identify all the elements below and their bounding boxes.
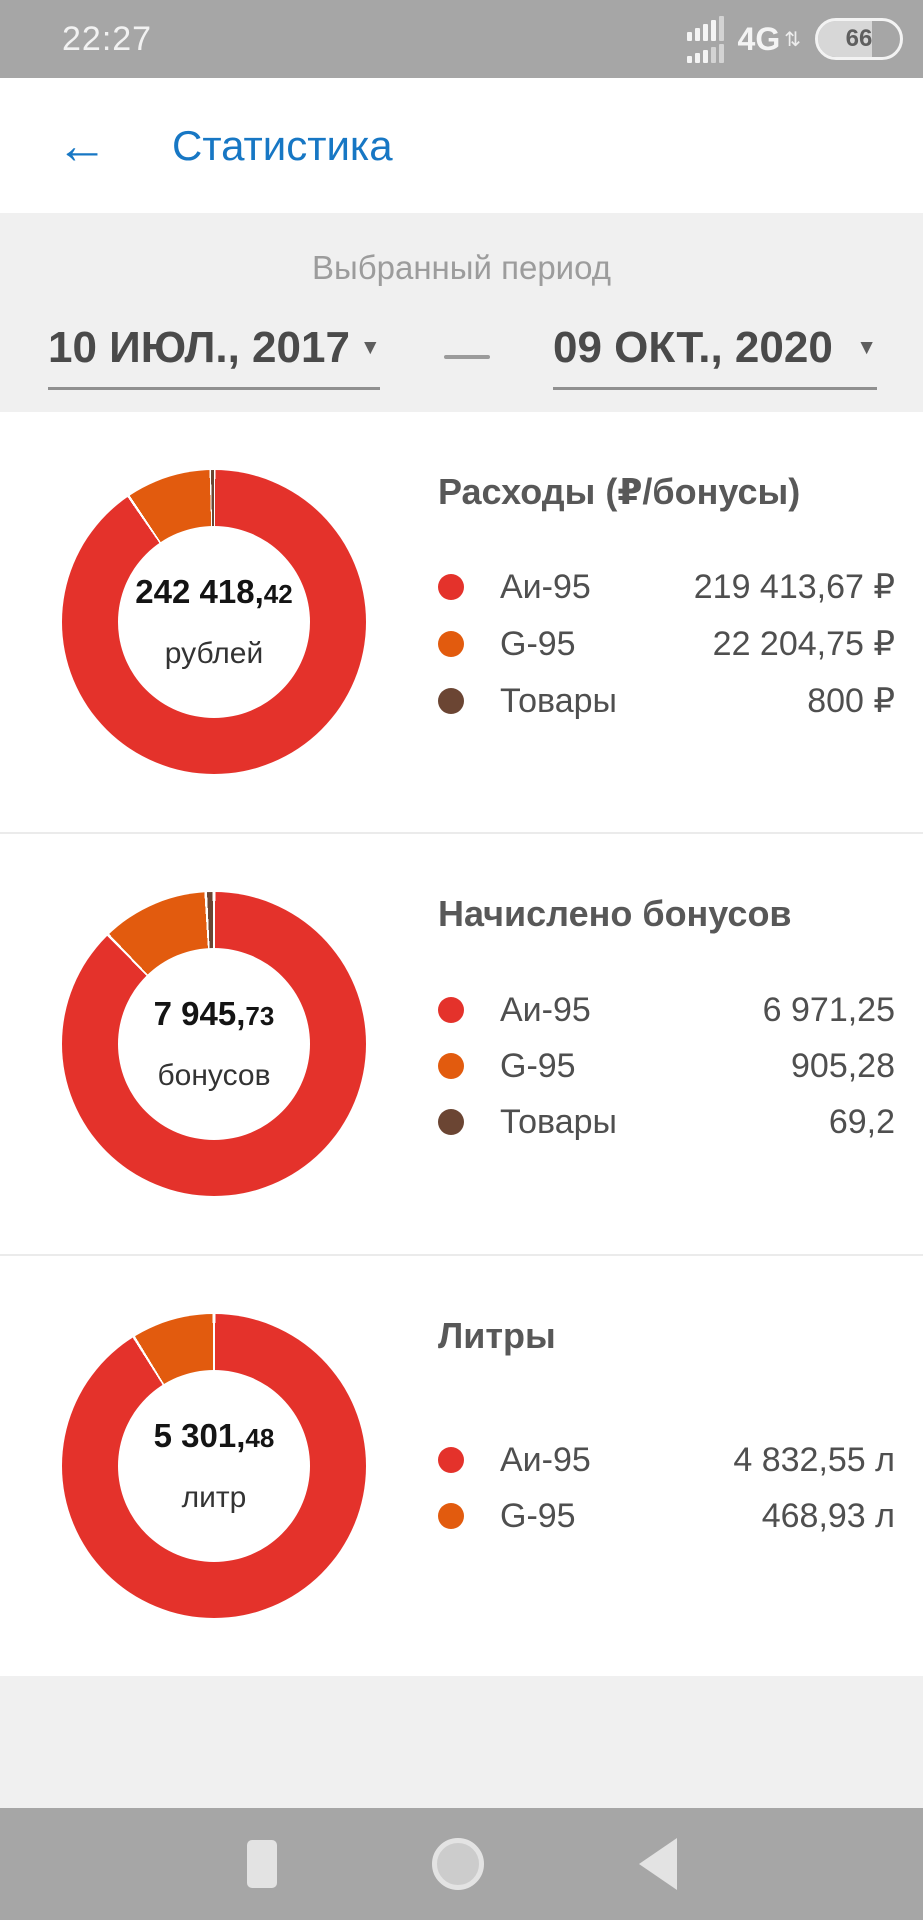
stats-card: 7 945,73 бонусов Начислено бонусов Аи-95… bbox=[0, 832, 923, 1254]
date-from-field[interactable]: 10 ИЮЛ., 2017 ▼ bbox=[48, 323, 381, 390]
donut-center-value: 5 301,48 bbox=[154, 1417, 275, 1455]
legend-item-name: G-95 bbox=[500, 1046, 576, 1085]
legend-rows: Аи-95 4 832,55 л G-95 468,93 л bbox=[438, 1358, 895, 1618]
network-type-badge: 4G bbox=[737, 20, 781, 57]
legend-title: Литры bbox=[438, 1315, 556, 1356]
legend-item: G-95 22 204,75 ₽ bbox=[438, 624, 895, 664]
period-panel: Выбранный период 10 ИЮЛ., 2017 ▼ 09 ОКТ.… bbox=[0, 213, 923, 412]
stats-card: 242 418,42 рублей Расходы (₽/бонусы) Аи-… bbox=[0, 412, 923, 832]
legend-dot-icon bbox=[438, 1109, 464, 1135]
battery-icon: 66 bbox=[815, 18, 903, 60]
legend-item: Аи-95 6 971,25 bbox=[438, 991, 895, 1030]
legend-item: G-95 468,93 л bbox=[438, 1497, 895, 1536]
donut-center-main: 5 301, bbox=[153, 1417, 246, 1454]
chevron-down-icon: ▼ bbox=[359, 336, 381, 359]
legend-item-name: G-95 bbox=[500, 624, 576, 663]
clock: 22:27 bbox=[62, 19, 153, 58]
donut-center-unit: бонусов bbox=[157, 1059, 271, 1092]
donut-center: 7 945,73 бонусов bbox=[118, 948, 310, 1140]
donut-center-main: 7 945, bbox=[153, 995, 246, 1032]
period-label: Выбранный период bbox=[312, 249, 611, 286]
date-to-value: 09 ОКТ., 2020 bbox=[553, 323, 833, 372]
donut-center-unit: литр bbox=[181, 1481, 247, 1514]
status-bar: 22:27 4G ⇅ 66 bbox=[0, 0, 923, 78]
donut-center-decimals: 73 bbox=[245, 1001, 275, 1031]
footer-spacer bbox=[0, 1676, 923, 1808]
android-nav-bar bbox=[0, 1808, 923, 1920]
chevron-down-icon: ▼ bbox=[856, 336, 877, 359]
back-triangle-icon[interactable] bbox=[638, 1838, 677, 1890]
dash-icon bbox=[443, 354, 490, 359]
period-separator bbox=[380, 354, 553, 359]
legend-dot-icon bbox=[438, 1053, 464, 1079]
donut-chart: 242 418,42 рублей bbox=[62, 470, 366, 774]
legend-item-value: 219 413,67 ₽ bbox=[693, 568, 895, 606]
legend-item: Аи-95 4 832,55 л bbox=[438, 1441, 895, 1480]
donut-center-decimals: 48 bbox=[245, 1423, 275, 1453]
legend-item-value: 800 ₽ bbox=[807, 682, 895, 720]
period-row: 10 ИЮЛ., 2017 ▼ 09 ОКТ., 2020 ▼ bbox=[0, 323, 923, 390]
legend-item-value: 22 204,75 ₽ bbox=[712, 625, 895, 663]
recents-square-icon[interactable] bbox=[246, 1840, 277, 1888]
legend-item: Товары 69,2 bbox=[438, 1103, 895, 1142]
donut-chart: 5 301,48 литр bbox=[62, 1314, 366, 1618]
legend: Расходы (₽/бонусы) Аи-95 219 413,67 ₽ G-95… bbox=[438, 470, 923, 774]
donut-center-value: 7 945,73 bbox=[154, 995, 275, 1033]
donut-center: 5 301,48 литр bbox=[118, 1370, 310, 1562]
back-arrow-icon[interactable]: ← bbox=[50, 120, 114, 172]
legend-item: G-95 905,28 bbox=[438, 1047, 895, 1086]
donut-center-main: 242 418, bbox=[135, 573, 264, 610]
legend-item: Аи-95 219 413,67 ₽ bbox=[438, 567, 895, 607]
legend-item-name: Аи-95 bbox=[500, 1440, 591, 1479]
legend-item-name: Аи-95 bbox=[500, 990, 591, 1029]
legend-rows: Аи-95 219 413,67 ₽ G-95 22 204,75 ₽ Товары 80… bbox=[438, 514, 895, 774]
legend-dot-icon bbox=[438, 574, 464, 600]
date-from-value: 10 ИЮЛ., 2017 bbox=[48, 323, 350, 372]
signal-strength-icon bbox=[686, 15, 724, 63]
battery-percent: 66 bbox=[845, 25, 873, 52]
donut-center-decimals: 42 bbox=[263, 579, 293, 609]
legend-item-value: 468,93 л bbox=[761, 1496, 895, 1535]
legend-item-value: 4 832,55 л bbox=[733, 1440, 895, 1479]
home-circle-icon[interactable] bbox=[431, 1838, 484, 1890]
donut-center-value: 242 418,42 bbox=[135, 573, 292, 611]
battery-fill bbox=[818, 21, 873, 57]
stats-card: 5 301,48 литр Литры Аи-95 4 832,55 л G-95 4… bbox=[0, 1254, 923, 1676]
donut-center-unit: рублей bbox=[164, 637, 264, 670]
legend-item: Товары 800 ₽ bbox=[438, 681, 895, 721]
page-title: Статистика bbox=[172, 121, 393, 169]
legend-item-name: Товары bbox=[500, 1102, 617, 1141]
legend-dot-icon bbox=[438, 1503, 464, 1529]
legend: Литры Аи-95 4 832,55 л G-95 468,93 л bbox=[438, 1314, 923, 1618]
app-header: ← Статистика bbox=[0, 78, 923, 213]
legend-title: Расходы (₽/бонусы) bbox=[438, 471, 801, 512]
charts-container: 242 418,42 рублей Расходы (₽/бонусы) Аи-… bbox=[0, 412, 923, 1676]
legend: Начислено бонусов Аи-95 6 971,25 G-95 905,2… bbox=[438, 892, 923, 1196]
donut-chart: 7 945,73 бонусов bbox=[62, 892, 366, 1196]
legend-item-value: 6 971,25 bbox=[762, 990, 895, 1029]
date-to-field[interactable]: 09 ОКТ., 2020 ▼ bbox=[553, 323, 877, 390]
legend-dot-icon bbox=[438, 997, 464, 1023]
legend-item-value: 905,28 bbox=[791, 1046, 895, 1085]
legend-item-value: 69,2 bbox=[828, 1102, 895, 1141]
legend-title: Начислено бонусов bbox=[438, 893, 792, 934]
legend-dot-icon bbox=[438, 1447, 464, 1473]
legend-dot-icon bbox=[438, 631, 464, 657]
legend-dot-icon bbox=[438, 688, 464, 714]
donut-center: 242 418,42 рублей bbox=[118, 526, 310, 718]
legend-item-name: Аи-95 bbox=[500, 567, 591, 606]
legend-item-name: Товары bbox=[500, 681, 617, 720]
legend-item-name: G-95 bbox=[500, 1496, 576, 1535]
data-activity-icon: ⇅ bbox=[784, 28, 801, 51]
legend-rows: Аи-95 6 971,25 G-95 905,28 Товары 69,2 bbox=[438, 936, 895, 1196]
